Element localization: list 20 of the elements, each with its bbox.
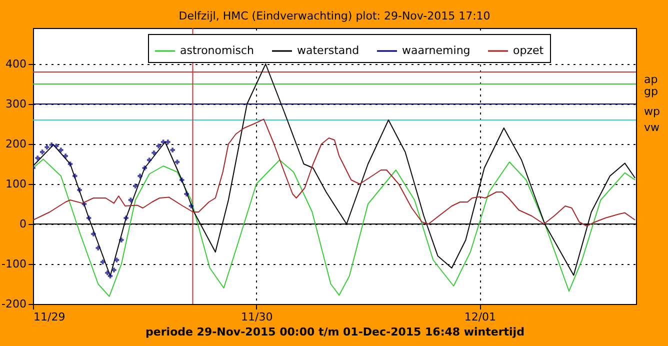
legend-label: astronomisch	[180, 44, 254, 57]
legend-label: opzet	[513, 44, 544, 57]
x-axis-title: periode 29-Nov-2015 00:00 t/m 01-Dec-2015 16:48 wintertijd	[146, 326, 524, 338]
ref-line-label: vw	[644, 121, 660, 134]
x-tick-label: 11/30	[240, 310, 273, 324]
chart-title: Delfzijl, HMC (Eindverwachting) plot: 29-Nov-2015 17:10	[178, 10, 490, 22]
legend-label: waterstand	[297, 44, 360, 57]
ref-line-label: wp	[644, 105, 660, 118]
y-tick-label: 100	[6, 178, 26, 190]
y-tick-label: 200	[6, 138, 26, 150]
x-tick-label: 11/29	[34, 310, 66, 324]
ref-line-label: gp	[644, 85, 658, 98]
y-tick-label: 0	[20, 218, 26, 230]
y-tick-label: -100	[2, 258, 26, 270]
ref-line-label: ap	[644, 73, 658, 86]
legend-label: waarneming	[402, 44, 470, 57]
y-tick-label: 300	[6, 98, 26, 110]
y-tick-label: 400	[6, 58, 26, 70]
x-tick-label: 12/01	[464, 310, 496, 324]
y-tick-label: -200	[2, 298, 26, 310]
